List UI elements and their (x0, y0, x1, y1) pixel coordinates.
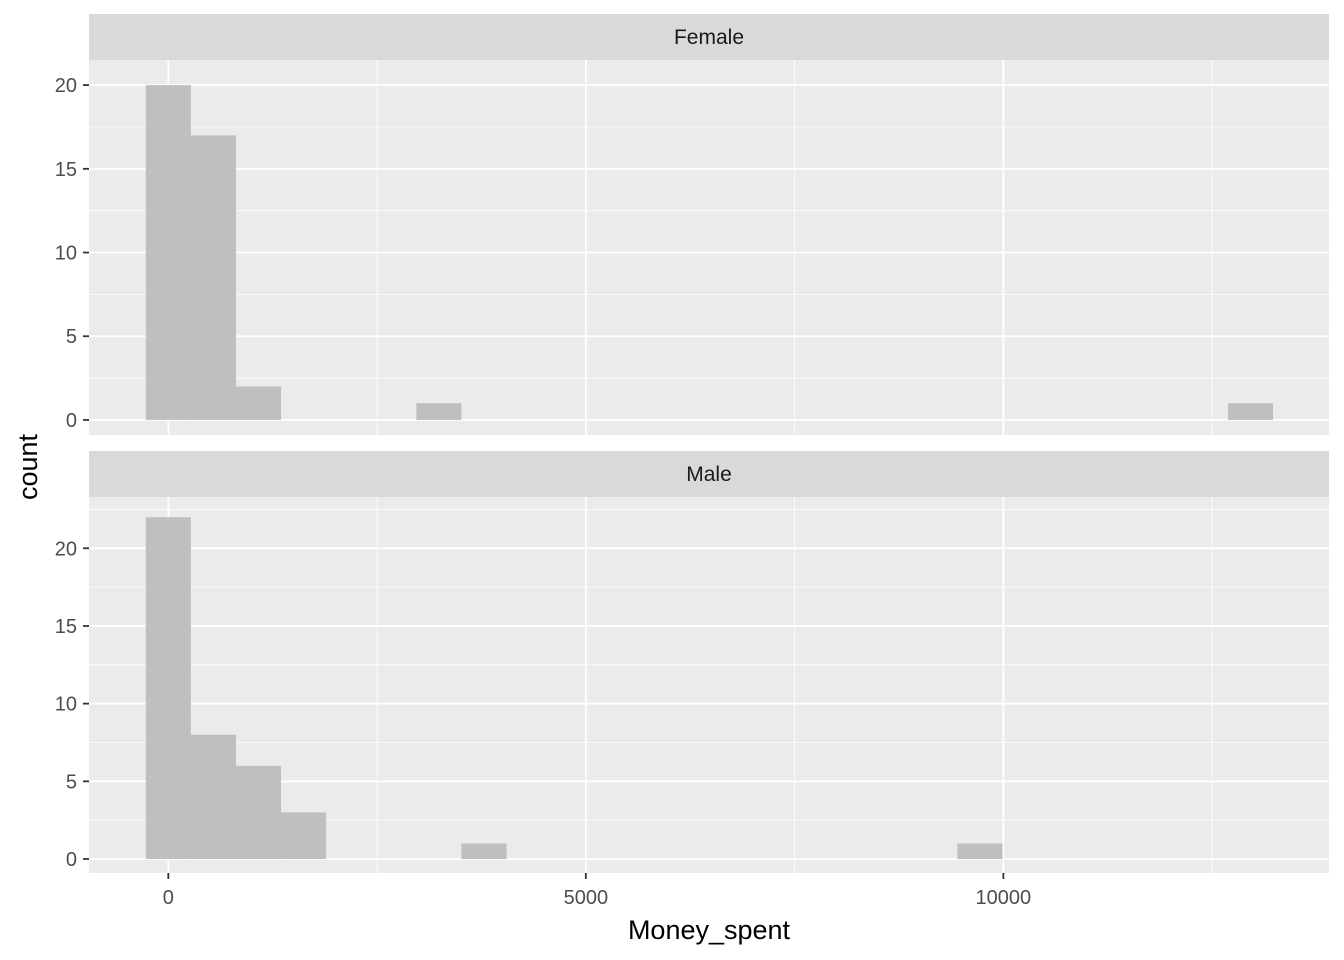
facet-strip (89, 14, 1329, 60)
y-tick-label: 20 (55, 75, 77, 97)
facet-female: Female 0 5 10 15 20 (55, 14, 1329, 435)
x-axis: 0 5000 10000 (163, 873, 1031, 909)
y-tick-label: 20 (55, 538, 77, 560)
facet-panels: Female 0 5 10 15 20 Male 0 5 10 15 20 (55, 14, 1329, 873)
histogram-bar (416, 403, 462, 420)
x-tick-label: 0 (163, 887, 174, 909)
x-tick-label: 10000 (976, 887, 1032, 909)
panel-background (89, 497, 1329, 873)
histogram-bar (281, 812, 327, 860)
y-tick-label: 15 (55, 616, 77, 638)
x-tick-label: 5000 (564, 887, 609, 909)
x-axis-title: Money_spent (628, 915, 791, 945)
y-tick-label: 0 (66, 410, 77, 432)
panel-background (89, 60, 1329, 435)
facet-male: Male 0 5 10 15 20 (55, 451, 1329, 873)
y-tick-label: 10 (55, 694, 77, 716)
histogram-bar (235, 765, 282, 860)
y-tick-label: 5 (66, 326, 77, 348)
histogram-bar (145, 517, 191, 860)
y-tick-label: 5 (66, 771, 77, 793)
histogram-bar (235, 386, 282, 420)
histogram-bar (190, 135, 236, 420)
histogram-bar (145, 85, 191, 420)
facet-strip-label: Female (674, 26, 744, 49)
histogram-bar (461, 843, 507, 860)
histogram-bar (957, 843, 1003, 860)
histogram-bar (1227, 403, 1274, 420)
y-tick-label: 10 (55, 243, 77, 265)
y-tick-label: 0 (66, 849, 77, 871)
facet-strip (89, 451, 1329, 497)
facet-strip-label: Male (686, 463, 732, 486)
y-axis-title: count (13, 433, 43, 500)
y-tick-label: 15 (55, 159, 77, 181)
histogram-bar (190, 734, 236, 860)
